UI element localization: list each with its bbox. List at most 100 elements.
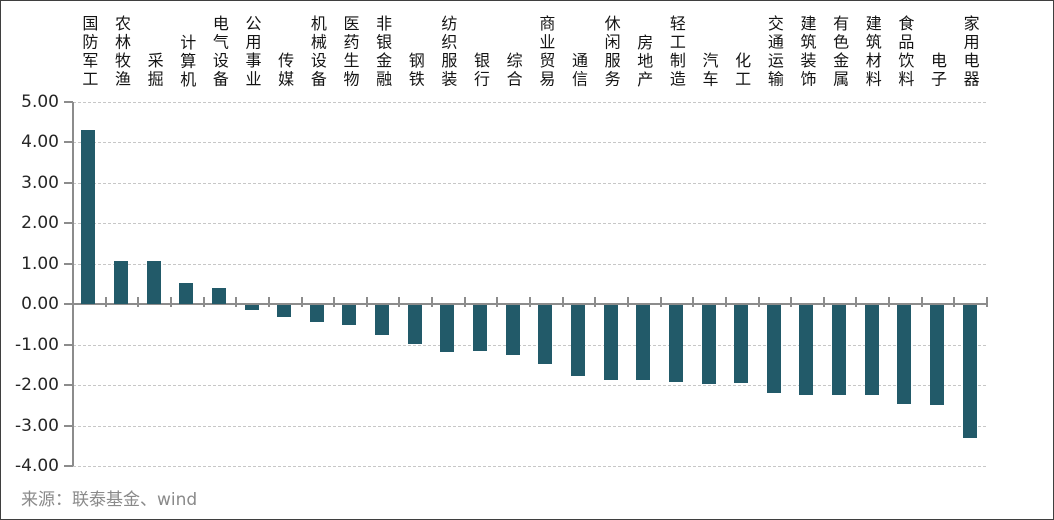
x-axis-tick (757, 297, 760, 308)
bar (179, 283, 194, 305)
bar (930, 305, 945, 405)
bar (375, 305, 390, 335)
y-axis-tick (64, 465, 73, 467)
x-axis-tick (104, 297, 107, 308)
bar (244, 305, 259, 311)
bar (570, 305, 585, 376)
x-axis-tick (235, 297, 238, 308)
category-label: 交通运输 (764, 15, 784, 89)
category-label: 纺织服装 (438, 15, 458, 89)
bar (636, 305, 651, 380)
y-axis-tick (64, 384, 73, 387)
bar (766, 305, 781, 394)
gridline (73, 344, 986, 346)
x-axis-tick (365, 297, 368, 308)
y-tick-label: 1.00 (21, 253, 59, 274)
y-axis-tick (64, 343, 73, 346)
category-label: 休闲服务 (601, 15, 621, 89)
x-axis-tick (72, 297, 74, 308)
category-label: 银行 (471, 52, 491, 89)
x-axis-tick (169, 297, 172, 308)
y-axis-tick (64, 181, 73, 184)
category-label: 通信 (568, 52, 588, 89)
category-label: 传媒 (275, 52, 295, 89)
gridline (73, 263, 986, 265)
x-axis-tick (888, 297, 891, 308)
y-tick-label: -3.00 (15, 415, 59, 436)
category-label: 食品饮料 (895, 15, 915, 89)
bar (734, 305, 749, 384)
x-axis-tick (626, 297, 629, 308)
category-label: 建筑材料 (862, 15, 882, 89)
y-tick-label: 0.00 (21, 294, 59, 315)
y-axis-line (72, 102, 74, 466)
y-tick-label: -2.00 (15, 375, 59, 396)
category-label: 非银金融 (373, 15, 393, 89)
category-label: 采掘 (144, 52, 164, 89)
gridline (73, 223, 986, 225)
bar (864, 305, 879, 396)
category-label: 商业贸易 (536, 15, 556, 89)
x-axis-tick (659, 297, 662, 308)
bar (799, 305, 814, 395)
y-axis-tick (64, 303, 73, 306)
category-label: 计算机 (177, 33, 197, 90)
bar (407, 305, 422, 345)
gridline (73, 425, 986, 427)
bar (962, 305, 977, 439)
y-tick-label: -4.00 (15, 456, 59, 476)
category-label: 家用电器 (960, 15, 980, 89)
x-axis-tick (496, 297, 499, 308)
x-axis-tick (398, 297, 401, 308)
category-label: 电子 (928, 52, 948, 89)
category-label: 房地产 (634, 33, 654, 90)
x-axis-tick (920, 297, 923, 308)
bar (277, 305, 292, 318)
x-axis-tick (300, 297, 303, 308)
y-tick-label: -1.00 (15, 334, 59, 355)
category-label: 电气设备 (209, 15, 229, 89)
x-axis-tick (202, 297, 205, 308)
bar (81, 130, 96, 305)
x-axis-tick (463, 297, 466, 308)
bar (440, 305, 455, 352)
source-note: 来源：联泰基金、wind (21, 490, 198, 510)
y-axis-tick (64, 101, 73, 103)
x-axis-tick (790, 297, 793, 308)
bar (473, 305, 488, 351)
x-axis-tick (855, 297, 858, 308)
bar (897, 305, 912, 405)
category-label: 综合 (503, 52, 523, 89)
category-label: 公用事业 (242, 15, 262, 89)
category-label: 医药生物 (340, 15, 360, 89)
category-label: 轻工制造 (666, 15, 686, 89)
x-axis-tick (529, 297, 531, 308)
bar (538, 305, 553, 364)
category-label: 钢铁 (405, 52, 425, 89)
category-label: 机械设备 (307, 15, 327, 89)
category-label: 汽车 (699, 52, 719, 89)
category-label: 农林牧渔 (111, 15, 131, 89)
bar (211, 288, 226, 305)
y-tick-label: 4.00 (21, 132, 59, 153)
y-axis-tick (64, 141, 73, 144)
bar (146, 260, 161, 305)
category-label: 化工 (732, 52, 752, 89)
gridline (73, 102, 986, 103)
y-tick-label: 5.00 (21, 92, 59, 112)
y-tick-label: 2.00 (21, 213, 59, 234)
x-axis-tick (594, 297, 597, 308)
bar (701, 305, 716, 385)
bar (603, 305, 618, 380)
bar (505, 305, 520, 356)
x-axis-tick (692, 297, 695, 308)
y-axis-tick (64, 262, 73, 265)
x-axis-tick (431, 297, 434, 308)
y-axis-tick (64, 222, 73, 225)
x-axis-tick (822, 297, 825, 308)
x-axis-tick (953, 297, 956, 308)
bar (832, 305, 847, 395)
x-axis-tick (267, 297, 270, 308)
gridline (73, 142, 986, 144)
